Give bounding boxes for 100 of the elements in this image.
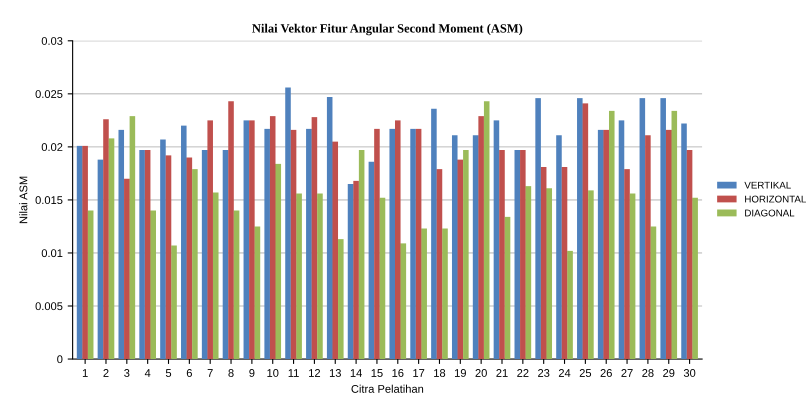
y-tick-label: 0.01	[42, 249, 62, 258]
x-tick-label: 29	[663, 369, 674, 377]
bar	[416, 128, 422, 360]
bar	[556, 135, 562, 360]
bar	[672, 110, 678, 360]
y-tick-label: 0.005	[36, 302, 62, 310]
x-tick-label: 16	[392, 369, 404, 377]
bar	[254, 226, 260, 360]
bar	[306, 128, 312, 360]
bar	[410, 128, 416, 360]
bar	[400, 243, 406, 360]
bar	[332, 142, 338, 360]
bar	[139, 150, 145, 360]
bar	[317, 194, 323, 360]
x-tick-label: 6	[186, 369, 192, 377]
bar	[222, 150, 228, 360]
legend-label: VERTIKAL	[744, 182, 791, 189]
bar	[212, 192, 219, 360]
bar	[368, 162, 374, 360]
x-tick-label: 8	[228, 369, 234, 377]
bar	[526, 186, 532, 360]
bar	[494, 120, 500, 360]
x-tick-label: 25	[580, 369, 592, 377]
bar	[478, 116, 484, 360]
bar	[249, 120, 255, 360]
x-tick-label: 18	[434, 369, 446, 377]
bar	[166, 155, 172, 360]
bar	[458, 160, 464, 360]
bar	[326, 97, 332, 360]
bar	[686, 150, 692, 360]
bar	[244, 120, 250, 360]
bar	[108, 138, 114, 360]
x-tick-label: 30	[684, 369, 696, 377]
bar	[431, 108, 437, 360]
bar	[484, 101, 490, 360]
bar	[264, 128, 270, 360]
x-tick-label: 20	[476, 369, 487, 377]
x-tick-label: 2	[103, 369, 109, 377]
x-tick-label: 1	[82, 369, 88, 377]
y-tick-label: 0	[57, 355, 62, 364]
x-tick-label: 3	[124, 369, 130, 377]
bar	[82, 146, 88, 360]
legend-label: HORIZONTAL	[745, 196, 806, 203]
bar	[130, 116, 136, 360]
bar	[160, 139, 166, 360]
x-tick-label: 17	[413, 369, 424, 377]
bar	[338, 239, 344, 360]
bar	[436, 169, 442, 360]
bar	[228, 101, 234, 360]
legend-label: DIAGONAL	[745, 210, 794, 216]
bar	[270, 116, 276, 360]
y-tick-label: 0.015	[36, 196, 62, 204]
bar	[588, 190, 594, 360]
x-tick-label: 13	[330, 369, 341, 377]
x-tick-label: 19	[454, 369, 466, 377]
bar	[624, 169, 630, 360]
bar	[348, 184, 354, 360]
chart-title: Nilai Vektor Fitur Angular Second Moment (ASM)	[252, 24, 522, 36]
bar	[207, 120, 213, 360]
x-tick-label: 9	[249, 369, 254, 377]
x-tick-label: 15	[372, 369, 383, 377]
bar	[150, 210, 156, 360]
bar	[353, 180, 359, 360]
y-tick-label: 0.03	[42, 37, 62, 45]
bar	[124, 178, 130, 360]
x-tick-label: 28	[642, 369, 654, 377]
bar	[276, 164, 282, 360]
bar	[181, 126, 187, 360]
x-tick-label: 22	[517, 369, 528, 377]
bar	[374, 128, 380, 360]
bar	[660, 98, 666, 360]
bar	[380, 198, 386, 360]
bar	[192, 169, 198, 360]
bar	[520, 150, 526, 360]
bar	[608, 110, 615, 360]
y-axis-title: Nilai ASM	[19, 176, 28, 224]
bar	[577, 98, 583, 360]
y-tick-label: 0.02	[42, 143, 62, 152]
bar	[285, 87, 291, 360]
bar	[504, 216, 510, 360]
bar	[290, 130, 296, 360]
bar	[88, 210, 94, 360]
bar	[118, 130, 124, 360]
bar	[463, 150, 469, 360]
bar	[514, 150, 520, 360]
bar	[645, 135, 651, 360]
x-tick-label: 21	[496, 369, 508, 377]
x-tick-label: 4	[144, 369, 150, 377]
bar	[234, 210, 240, 360]
bar	[630, 194, 636, 360]
x-tick-label: 5	[166, 369, 172, 377]
bar	[603, 130, 609, 360]
y-tick-label: 0.025	[36, 90, 62, 98]
bar	[618, 120, 624, 360]
bar	[567, 250, 573, 360]
bar	[389, 128, 395, 360]
bar	[358, 150, 364, 360]
bar	[582, 103, 588, 360]
x-tick-label: 12	[309, 369, 320, 377]
bar	[472, 135, 478, 360]
